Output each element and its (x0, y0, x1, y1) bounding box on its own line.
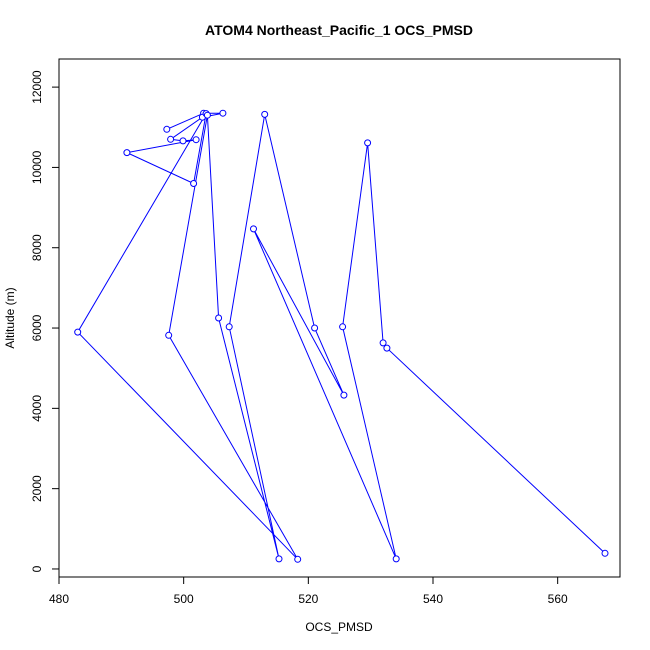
x-tick-label: 540 (423, 592, 443, 606)
data-point (165, 331, 173, 339)
data-point (294, 555, 302, 563)
data-point (192, 136, 200, 144)
data-point (74, 328, 82, 336)
data-point (190, 180, 198, 187)
plot-frame (58, 58, 621, 578)
y-tick-label: 6000 (30, 314, 44, 341)
data-point (215, 314, 223, 322)
y-tick-label: 0 (30, 565, 44, 572)
data-point (163, 125, 171, 133)
y-tick-label: 12000 (30, 70, 44, 104)
data-point (225, 323, 233, 331)
data-point (601, 549, 609, 557)
data-point (275, 555, 283, 563)
data-point (379, 339, 387, 347)
data-point (203, 111, 211, 119)
x-tick-label: 520 (298, 592, 318, 606)
data-point (123, 149, 131, 157)
data-point (340, 391, 348, 399)
y-axis-label: Altitude (m) (3, 287, 17, 348)
data-point (179, 137, 187, 145)
data-point (339, 323, 347, 331)
data-point (261, 110, 269, 118)
data-point (383, 344, 391, 352)
data-point (311, 324, 319, 332)
data-point (219, 109, 227, 117)
series-layer (74, 109, 609, 563)
data-point (364, 139, 372, 147)
y-axis: 0 2000 4000 6000 8000 10000 12000 (30, 70, 60, 572)
x-tick-label: 560 (548, 592, 568, 606)
y-tick-label: 8000 (30, 234, 44, 261)
x-axis-label: OCS_PMSD (305, 620, 373, 634)
data-point (167, 135, 175, 143)
x-tick-label: 480 (49, 592, 69, 606)
series-line (77, 112, 606, 560)
chart-title: ATOM4 Northeast_Pacific_1 OCS_PMSD (205, 22, 473, 38)
y-tick-label: 10000 (30, 150, 44, 184)
data-point (392, 555, 400, 563)
y-tick-label: 2000 (30, 475, 44, 502)
x-tick-label: 500 (174, 592, 194, 606)
y-tick-label: 4000 (30, 395, 44, 422)
x-axis: 480 500 520 540 560 (49, 576, 568, 606)
data-point (250, 225, 257, 233)
